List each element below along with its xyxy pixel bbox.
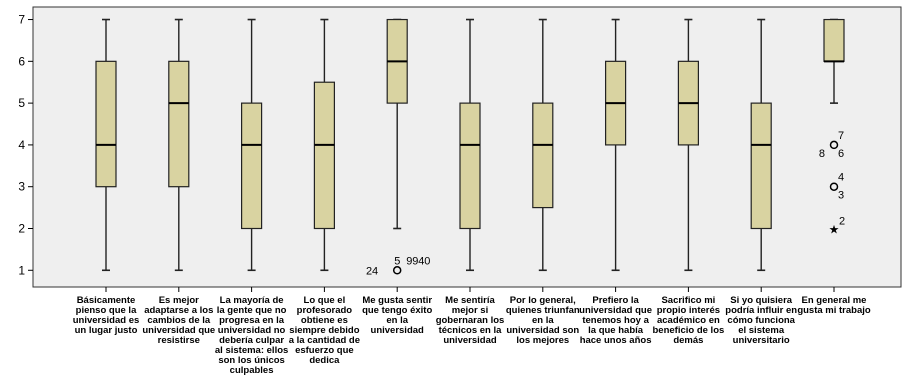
box-iqr (751, 103, 771, 228)
y-tick-label: 4 (18, 138, 25, 152)
outlier-star-marker: ★ (829, 222, 840, 236)
outlier-case-label: 99 (406, 255, 418, 267)
outlier-case-label: 7 (838, 130, 844, 142)
outlier-case-label: 8 (819, 148, 825, 160)
x-category-label: Prefiero la universidad que tenemos hoy … (579, 296, 653, 346)
x-category-label: Sacrifico mi propio interés académico en… (651, 296, 725, 346)
x-category-label: Básicamente pienso que la universidad es… (69, 296, 143, 336)
outlier-case-label: 3 (838, 190, 844, 202)
box-iqr (533, 103, 553, 207)
x-category-label: La mayoría de la gente que no progresa e… (215, 296, 289, 376)
box-iqr (824, 20, 844, 62)
box-iqr (169, 61, 189, 186)
outlier-case-label: 5 (394, 255, 400, 267)
x-category-label: Si yo quisiera podría influir en cómo fu… (724, 296, 798, 346)
box-iqr (314, 82, 334, 228)
y-tick-label: 3 (18, 180, 25, 194)
y-tick-label: 5 (18, 96, 25, 110)
x-category-label: Me gusta sentir que tengo éxito en la un… (360, 296, 434, 336)
box-iqr (96, 61, 116, 186)
box-iqr (460, 103, 480, 228)
box-iqr (242, 103, 262, 228)
y-tick-label: 2 (18, 221, 25, 235)
x-category-label: Lo que el profesorado obtiene es siempre… (287, 296, 361, 366)
x-category-label: En general me gusta mi trabajo (797, 296, 871, 316)
y-tick-label: 6 (18, 54, 25, 68)
outlier-case-label: 24 (366, 265, 378, 277)
x-category-label: Por lo general, quienes triunfan en la u… (506, 296, 580, 346)
outlier-case-label: 4 (838, 172, 844, 184)
outlier-case-label: 2 (839, 215, 845, 227)
y-tick-label: 7 (18, 13, 25, 27)
x-category-label: Es mejor adaptarse a los cambios de la u… (142, 296, 216, 346)
outlier-case-label: 6 (838, 148, 844, 160)
x-category-label: Me sentiría mejor si gobernaran los técn… (433, 296, 507, 346)
y-tick-label: 1 (18, 263, 25, 277)
outlier-case-label: 40 (418, 255, 430, 267)
